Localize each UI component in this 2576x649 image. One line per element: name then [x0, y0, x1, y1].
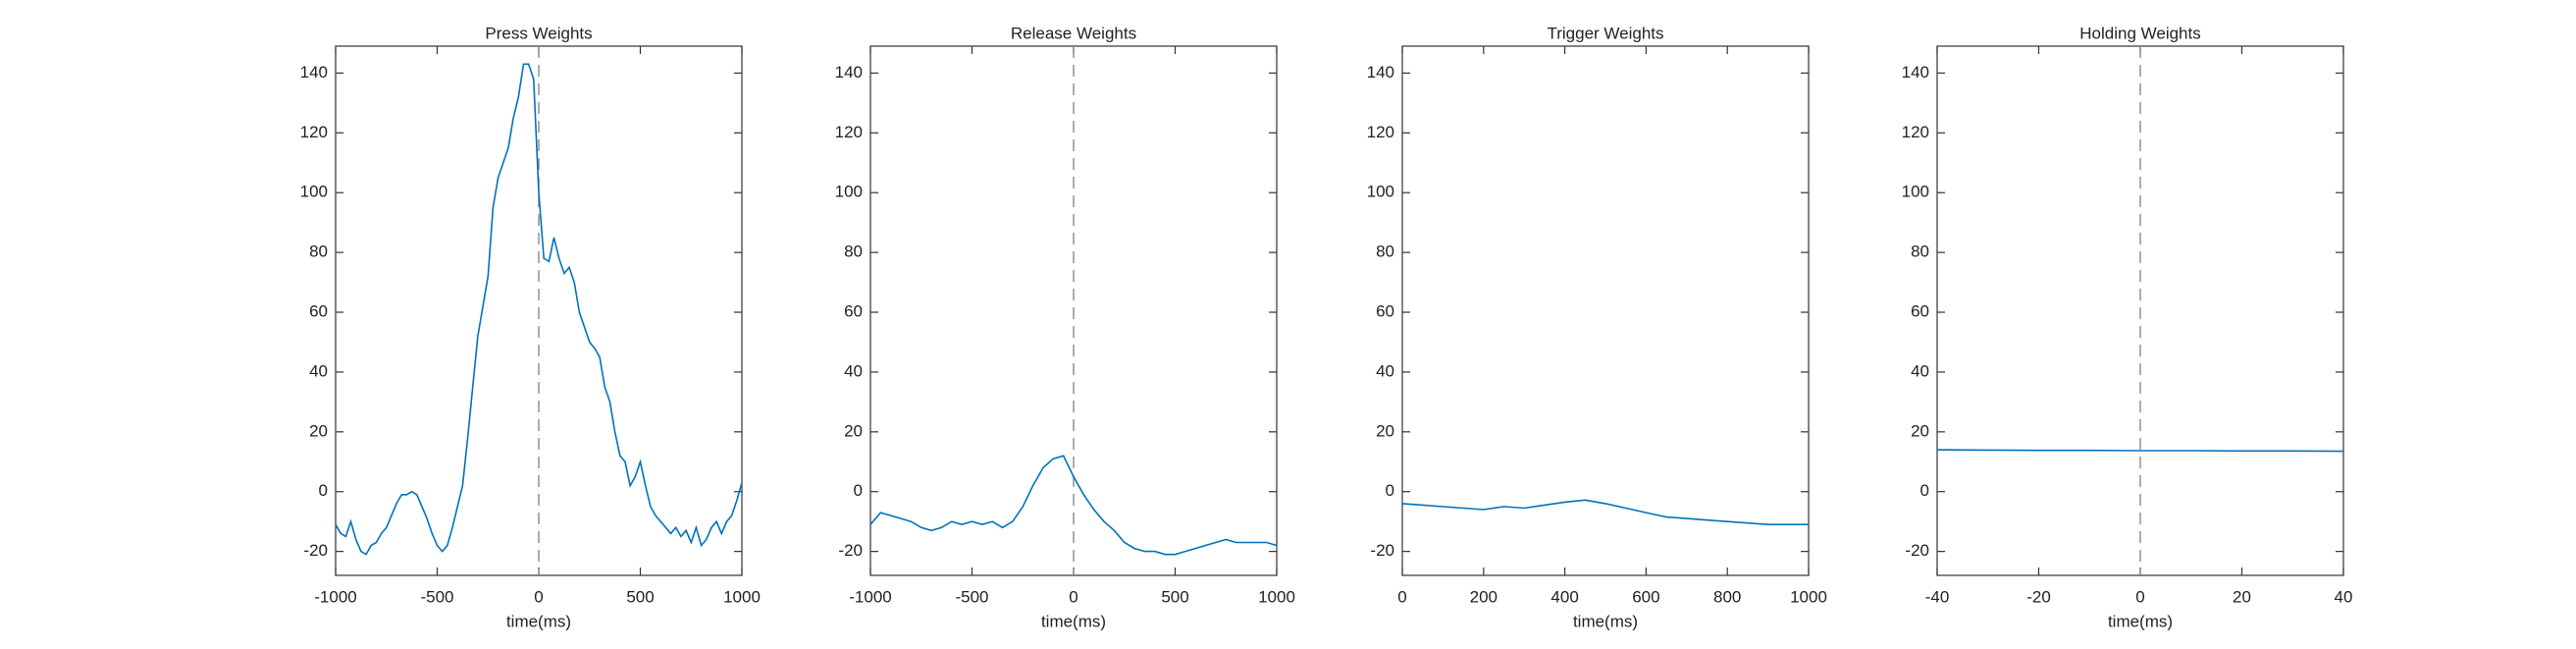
- y-tick-label: 20: [1376, 421, 1394, 440]
- x-tick-label: 0: [2135, 587, 2144, 606]
- y-tick-label: 120: [300, 123, 328, 141]
- y-tick-label: 140: [300, 63, 328, 81]
- y-tick-label: -20: [1370, 541, 1394, 560]
- x-tick-label: 200: [1470, 587, 1498, 606]
- y-tick-label: 20: [844, 421, 863, 440]
- x-tick-label: -1000: [849, 587, 891, 606]
- x-tick-label: 500: [626, 587, 654, 606]
- y-tick-label: 40: [844, 361, 863, 380]
- x-tick-label: -500: [420, 587, 453, 606]
- y-tick-label: 80: [844, 243, 863, 261]
- y-tick-label: 0: [854, 481, 863, 500]
- y-tick-label: 60: [1376, 302, 1394, 321]
- x-tick-label: -1000: [314, 587, 356, 606]
- y-tick-label: 80: [1376, 243, 1394, 261]
- y-tick-label: -20: [838, 541, 863, 560]
- y-tick-label: 140: [835, 63, 863, 81]
- y-tick-label: 0: [1920, 481, 1929, 500]
- x-axis-label: time(ms): [1041, 612, 1106, 630]
- x-tick-label: 20: [2233, 587, 2251, 606]
- x-tick-label: 1000: [1790, 587, 1827, 606]
- x-axis-label: time(ms): [506, 612, 571, 630]
- y-tick-label: 120: [835, 123, 863, 141]
- x-tick-label: 0: [1069, 587, 1078, 606]
- y-tick-label: 140: [1902, 63, 1929, 81]
- x-tick-label: 600: [1632, 587, 1659, 606]
- x-tick-label: 1000: [1258, 587, 1295, 606]
- y-tick-label: 60: [1911, 302, 1929, 321]
- y-tick-label: 100: [835, 183, 863, 201]
- y-tick-label: 120: [1367, 123, 1394, 141]
- y-tick-label: 60: [844, 302, 863, 321]
- y-tick-label: 40: [1376, 361, 1394, 380]
- y-tick-label: 100: [1902, 183, 1929, 201]
- y-tick-label: 40: [309, 361, 328, 380]
- x-tick-label: 40: [2335, 587, 2353, 606]
- data-line: [1936, 449, 2344, 453]
- chart-title: Press Weights: [485, 24, 592, 42]
- y-tick-label: 20: [309, 421, 328, 440]
- y-tick-label: 0: [1386, 481, 1394, 500]
- x-tick-label: 0: [1397, 587, 1406, 606]
- y-tick-label: 60: [309, 302, 328, 321]
- y-tick-label: 120: [1902, 123, 1929, 141]
- y-tick-label: 140: [1367, 63, 1394, 81]
- y-tick-label: 80: [309, 243, 328, 261]
- axes-box: [1401, 45, 1810, 576]
- x-tick-label: 400: [1551, 587, 1578, 606]
- y-tick-label: 20: [1911, 421, 1929, 440]
- x-tick-label: -500: [955, 587, 988, 606]
- data-line: [1401, 499, 1809, 525]
- y-tick-label: 100: [300, 183, 328, 201]
- data-line: [869, 455, 1278, 556]
- x-axis-label: time(ms): [2108, 612, 2173, 630]
- x-tick-label: 1000: [723, 587, 761, 606]
- x-tick-label: 800: [1713, 587, 1741, 606]
- y-tick-label: 0: [319, 481, 328, 500]
- chart-title: Holding Weights: [2079, 24, 2200, 42]
- x-tick-label: 0: [534, 587, 543, 606]
- chart-title: Trigger Weights: [1547, 24, 1663, 42]
- y-tick-label: 100: [1367, 183, 1394, 201]
- x-axis-label: time(ms): [1573, 612, 1638, 630]
- y-tick-label: -20: [303, 541, 328, 560]
- y-tick-label: 40: [1911, 361, 1929, 380]
- chart-title: Release Weights: [1011, 24, 1136, 42]
- y-tick-label: -20: [1905, 541, 1929, 560]
- x-tick-label: 500: [1161, 587, 1188, 606]
- y-tick-label: 80: [1911, 243, 1929, 261]
- data-line: [335, 63, 743, 556]
- x-tick-label: -20: [2026, 587, 2051, 606]
- x-tick-label: -40: [1925, 587, 1950, 606]
